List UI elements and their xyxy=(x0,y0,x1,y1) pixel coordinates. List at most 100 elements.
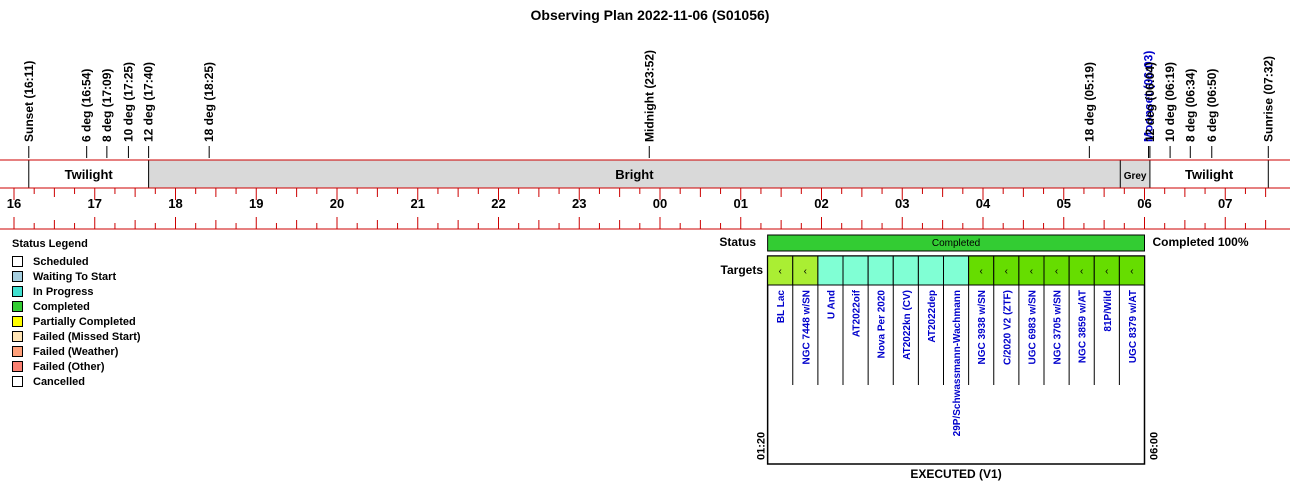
event-label: 8 deg (17:09) xyxy=(100,69,114,142)
legend-swatch xyxy=(12,376,23,387)
target-cell[interactable] xyxy=(1118,255,1145,286)
legend-items: Scheduled Waiting To Start In Progress Comp… xyxy=(12,254,141,389)
period-label: Twilight xyxy=(1185,167,1234,182)
event-label: 10 deg (17:25) xyxy=(121,62,135,142)
period-rect xyxy=(148,160,1121,188)
legend-item: Partially Completed xyxy=(12,314,141,329)
completion-text: Completed 100% xyxy=(1153,235,1249,249)
target-marker: ‹ xyxy=(1055,266,1058,277)
legend-item: Failed (Other) xyxy=(12,359,141,374)
target-cell[interactable] xyxy=(767,255,794,286)
status-row-label: Status xyxy=(719,235,756,249)
hour-tick-label: 01 xyxy=(734,196,748,211)
event-label: 6 deg (06:50) xyxy=(1205,69,1219,142)
event-label: 6 deg (16:54) xyxy=(80,69,94,142)
target-name: 81P/Wild xyxy=(1103,290,1114,332)
target-marker: ‹ xyxy=(779,266,782,277)
target-name: AT2022dep xyxy=(927,290,938,343)
target-name: C/2020 V2 (ZTF) xyxy=(1002,290,1013,365)
legend-item: Completed xyxy=(12,299,141,314)
legend-label: Scheduled xyxy=(33,255,89,268)
executed-label: EXECUTED (V1) xyxy=(910,467,1001,481)
legend-item: Failed (Weather) xyxy=(12,344,141,359)
block-frame xyxy=(766,255,1146,465)
target-name: UGC 8379 w/AT xyxy=(1128,290,1139,363)
target-marker: ‹ xyxy=(980,266,983,277)
hour-tick-label: 04 xyxy=(976,196,991,211)
legend-swatch xyxy=(12,301,23,312)
legend-label: Failed (Weather) xyxy=(33,345,119,358)
event-label: Sunset (16:11) xyxy=(22,61,36,142)
hour-tick-label: 20 xyxy=(330,196,344,211)
target-cell[interactable] xyxy=(1043,255,1070,286)
event-label: 8 deg (06:34) xyxy=(1183,69,1197,142)
target-cell[interactable] xyxy=(1018,255,1045,286)
period-rect xyxy=(28,160,149,188)
target-name: UGC 6983 w/SN xyxy=(1027,290,1038,364)
legend-label: Failed (Other) xyxy=(33,360,105,373)
hour-tick-label: 19 xyxy=(249,196,263,211)
block-start-label: 01:20 xyxy=(756,432,768,460)
events-layer: Moonrise (15:17)Sunset (16:11)6 deg (16:… xyxy=(22,50,1275,158)
legend-title: Status Legend xyxy=(12,238,88,250)
target-name: BL Lac xyxy=(776,290,787,324)
target-marker: ‹ xyxy=(804,266,807,277)
legend-swatch xyxy=(12,346,23,357)
target-cell[interactable] xyxy=(1068,255,1095,286)
event-label: Moonset (06:03) xyxy=(1142,51,1156,142)
hour-tick-label: 05 xyxy=(1057,196,1071,211)
event-label: 18 deg (05:19) xyxy=(1082,62,1096,142)
target-name: 29P/Schwassmann-Wachmann xyxy=(952,290,963,436)
hour-tick-label: 00 xyxy=(653,196,667,211)
period-label: Grey xyxy=(1124,171,1147,182)
target-name: U And xyxy=(826,290,837,319)
legend-swatch xyxy=(12,271,23,282)
legend-item: Failed (Missed Start) xyxy=(12,329,141,344)
target-cell[interactable] xyxy=(917,255,945,286)
legend-label: Waiting To Start xyxy=(33,270,117,283)
chart-title: Observing Plan 2022-11-06 (S01056) xyxy=(531,7,770,23)
event-label: 10 deg (06:19) xyxy=(1163,62,1177,142)
period-label: Bright xyxy=(615,167,654,182)
target-marker: ‹ xyxy=(1105,266,1108,277)
hour-tick-label: 06 xyxy=(1137,196,1151,211)
target-cell[interactable] xyxy=(867,255,894,286)
target-cell[interactable] xyxy=(817,255,844,286)
event-label: 12 deg (17:40) xyxy=(142,62,156,142)
legend-label: Completed xyxy=(33,300,90,313)
target-cell[interactable] xyxy=(943,255,970,286)
hour-tick-label: 02 xyxy=(814,196,828,211)
hour-axis: 16 17 18 19 20 21 22 23 00 01 02 03 04 05 06 07 xyxy=(0,188,1290,230)
target-name: NGC 7448 w/SN xyxy=(801,290,812,364)
target-name: Nova Per 2020 xyxy=(877,290,888,359)
period-rect xyxy=(1120,160,1150,188)
event-label: 18 deg (18:25) xyxy=(202,62,216,142)
target-cell[interactable] xyxy=(842,255,869,286)
legend-swatch xyxy=(12,286,23,297)
targets-layer: ‹ BL Lac ‹ NGC 7448 w/SN U And AT2022oif Nova … xyxy=(767,255,1145,436)
target-marker: ‹ xyxy=(1030,266,1033,277)
target-cell[interactable] xyxy=(968,255,995,286)
legend-item: In Progress xyxy=(12,284,141,299)
status-legend: Status Legend Scheduled Waiting To Start I… xyxy=(12,238,141,389)
target-marker: ‹ xyxy=(1005,266,1008,277)
hour-tick-label: 22 xyxy=(491,196,505,211)
hour-tick-label: 07 xyxy=(1218,196,1232,211)
target-cell[interactable] xyxy=(1093,255,1120,286)
event-label: Midnight (23:52) xyxy=(642,50,656,142)
target-name: NGC 3938 w/SN xyxy=(977,290,988,364)
legend-label: In Progress xyxy=(33,285,94,298)
hour-tick-label: 17 xyxy=(88,196,102,211)
event-label: Sunrise (07:32) xyxy=(1261,56,1275,142)
night-periods-band: Twilight Bright Grey Twilight xyxy=(0,159,1290,189)
status-bar[interactable] xyxy=(767,234,1146,252)
legend-swatch xyxy=(12,331,23,342)
target-marker: ‹ xyxy=(1080,266,1083,277)
hour-tick-label: 23 xyxy=(572,196,586,211)
target-name: AT2022kn (CV) xyxy=(902,290,913,360)
status-bar-text: Completed xyxy=(932,238,980,249)
event-label: 12 deg (06:04) xyxy=(1143,62,1157,142)
legend-swatch xyxy=(12,361,23,372)
target-cell[interactable] xyxy=(892,255,919,286)
legend-item: Waiting To Start xyxy=(12,269,141,284)
